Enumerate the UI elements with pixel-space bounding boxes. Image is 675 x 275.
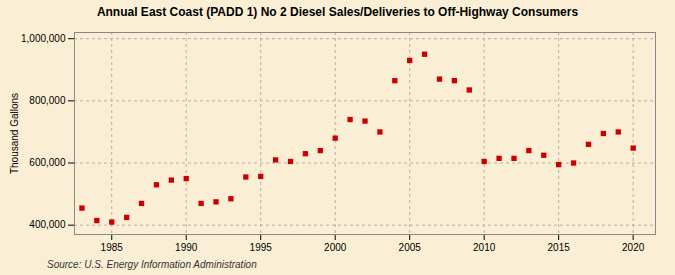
svg-text:1990: 1990 [175, 242, 198, 253]
svg-text:1995: 1995 [250, 242, 273, 253]
html-text:Annual East Coast (PADD 1) No: Annual East Coast (PADD 1) No 2 Diesel S… [96, 5, 579, 19]
svg-text:1985: 1985 [101, 242, 124, 253]
svg-text:2000: 2000 [324, 242, 347, 253]
svg-text:1,000,000: 1,000,000 [21, 33, 66, 44]
svg-text:2015: 2015 [548, 242, 571, 253]
svg-text:2010: 2010 [473, 242, 496, 253]
svg-text:600,000: 600,000 [29, 157, 66, 168]
svg-text:800,000: 800,000 [29, 95, 66, 106]
html-text:Source: U.S. Energy Informatio: Source: U.S. Energy Information Administ… [47, 259, 257, 270]
svg-text:Thousand Gallons: Thousand Gallons [9, 93, 20, 174]
svg-text:2020: 2020 [622, 242, 645, 253]
svg-text:400,000: 400,000 [29, 219, 66, 230]
svg-text:2005: 2005 [399, 242, 422, 253]
